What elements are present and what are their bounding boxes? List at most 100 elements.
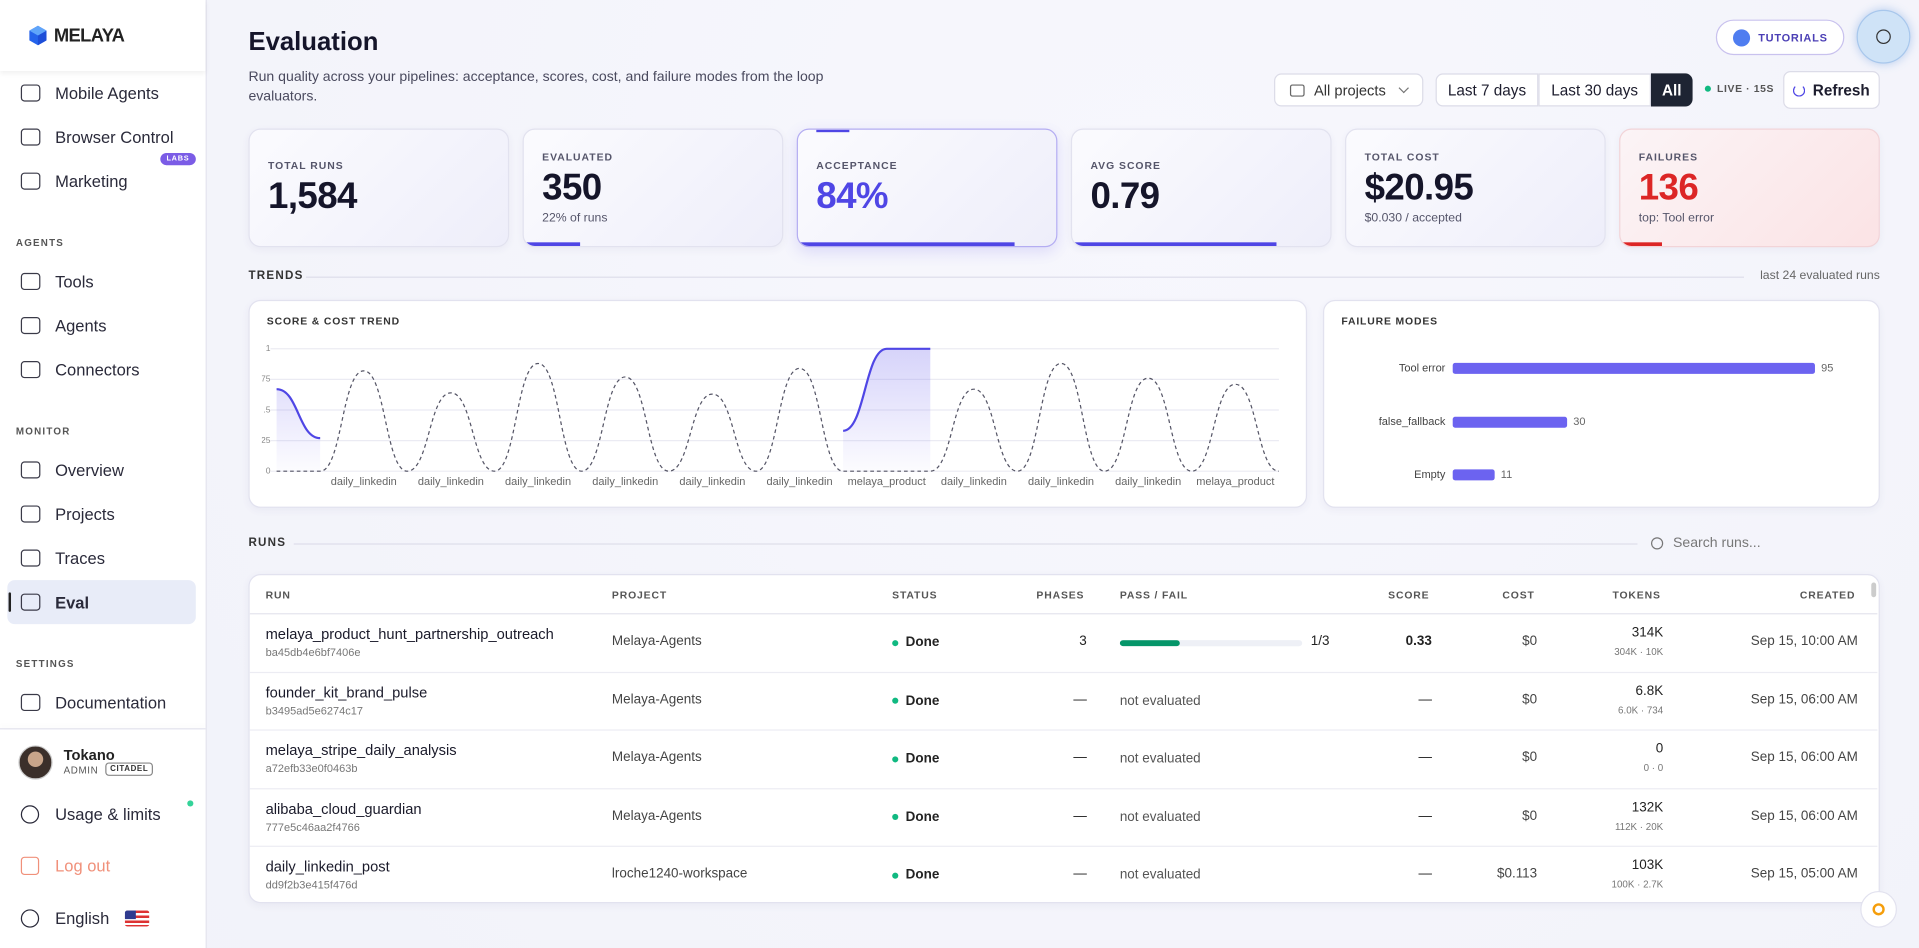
run-status: Done: [892, 810, 939, 825]
sun-icon: [1872, 903, 1885, 916]
kpi-sub: 22% of runs: [542, 211, 608, 226]
nav-item[interactable]: Tools: [0, 259, 196, 303]
debug-button[interactable]: [1856, 9, 1911, 64]
run-tokens-split: 304K · 10K: [1614, 646, 1664, 658]
logo: [29, 25, 47, 46]
page-title: Evaluation: [248, 28, 379, 57]
range-button[interactable]: All: [1650, 73, 1693, 107]
brand-name: MELAYA: [53, 25, 125, 46]
footer-item[interactable]: Usage & limits: [20, 805, 161, 824]
kpi-card: EVALUATED 350 22% of runs: [522, 128, 784, 248]
run-id: b3495ad5e6274c17: [265, 704, 363, 717]
run-tokens-split: 6.0K · 734: [1618, 704, 1664, 716]
footer-item[interactable]: English: [20, 909, 150, 928]
run-row[interactable]: melaya_stripe_daily_analysis a72efb33e0f0…: [249, 729, 1878, 789]
nav-item[interactable]: Mobile Agents: [0, 71, 196, 115]
project-filter-label: All projects: [1313, 81, 1386, 99]
nav-item[interactable]: Browser Control: [0, 115, 196, 159]
run-project: Melaya-Agents: [611, 750, 702, 766]
run-status: Done: [892, 752, 939, 766]
kpi-card: TOTAL COST $20.95 $0.030 / accepted: [1345, 128, 1606, 248]
run-created: Sep 15, 05:00 AM: [1750, 866, 1858, 882]
kpi-value: 1,584: [268, 175, 357, 217]
footer-icon: [20, 856, 40, 876]
search-input[interactable]: Search runs...: [1646, 534, 1879, 554]
status-dot: [892, 697, 899, 704]
refresh-button[interactable]: Refresh: [1783, 70, 1880, 109]
run-row[interactable]: daily_linkedin_post dd9f2b3e415f476d lroch…: [249, 846, 1878, 902]
nav-icon: [20, 593, 41, 611]
nav-item[interactable]: Eval: [7, 580, 196, 625]
nav-item[interactable]: Connectors: [0, 348, 196, 392]
column-header: PROJECT: [611, 588, 668, 601]
footer-item[interactable]: Log out: [20, 856, 110, 876]
column-header: TOKENS: [1612, 588, 1661, 601]
refresh-label: Refresh: [1812, 81, 1870, 99]
nav-item[interactable]: Documentation: [0, 680, 196, 724]
page-subtitle: Run quality across your pipelines: accep…: [248, 69, 824, 105]
run-cost: $0.113: [1496, 866, 1538, 882]
nav-label: Browser Control: [55, 127, 174, 147]
nav-item[interactable]: Agents: [0, 304, 196, 348]
help-icon: [1732, 28, 1750, 46]
section-title: SETTINGS: [15, 658, 75, 670]
run-name: alibaba_cloud_guardian: [265, 800, 422, 818]
nav-item[interactable]: Traces: [0, 536, 196, 580]
project-filter[interactable]: All projects: [1274, 73, 1424, 107]
user-badge: CITADEL: [105, 762, 154, 776]
range-button[interactable]: Last 7 days: [1435, 73, 1539, 107]
column-header: SCORE: [1388, 588, 1430, 601]
live-dot: [1704, 85, 1711, 92]
run-phases: 3: [1079, 633, 1087, 649]
range-button[interactable]: Last 30 days: [1538, 73, 1651, 107]
kpi-value: 350: [542, 167, 602, 209]
pass-fail: 1/3: [1310, 633, 1330, 649]
debug-icon: [1876, 29, 1891, 45]
kpi-value: 84%: [816, 175, 888, 217]
run-phases: —: [1073, 750, 1087, 766]
nav-item[interactable]: Overview: [0, 448, 196, 492]
refresh-icon: [1793, 83, 1806, 97]
nav-icon: [20, 549, 41, 567]
kpi-value: 0.79: [1090, 175, 1160, 217]
status-dot: [187, 800, 194, 807]
kpi-tab: [816, 129, 850, 133]
tutorials-button[interactable]: TUTORIALS: [1715, 19, 1845, 56]
theme-toggle[interactable]: [1860, 890, 1897, 928]
avatar: [18, 745, 53, 780]
run-created: Sep 15, 10:00 AM: [1750, 633, 1858, 649]
user-name: Tokano: [63, 746, 115, 764]
footer-icon: [20, 805, 40, 824]
run-cost: $0: [1522, 633, 1538, 649]
nav-label: Traces: [55, 548, 105, 568]
kpi-sub: top: Tool error: [1638, 211, 1715, 226]
kpi-label: AVG SCORE: [1090, 158, 1161, 171]
flag: [125, 910, 150, 927]
nav-icon: [20, 84, 41, 102]
run-score: 0.33: [1405, 633, 1432, 649]
pass-fail: not evaluated: [1119, 751, 1201, 767]
user-role: ADMIN: [63, 764, 99, 776]
column-header: PHASES: [1036, 588, 1085, 601]
nav-label: Projects: [55, 504, 115, 524]
run-tokens: 314K: [1631, 625, 1664, 641]
rule: [293, 543, 1638, 545]
run-status: Done: [892, 693, 939, 708]
kpi-card: AVG SCORE 0.79: [1070, 128, 1332, 248]
run-project: Melaya-Agents: [611, 808, 702, 824]
sidebar: MELAYA Mobile Agents Browser Control Marke…: [0, 0, 207, 948]
kpi-label: TOTAL COST: [1364, 150, 1440, 163]
nav-item[interactable]: Projects: [0, 492, 196, 536]
section-title: AGENTS: [15, 237, 65, 249]
run-row[interactable]: alibaba_cloud_guardian 777e5c46aa2f4766 Me…: [249, 787, 1878, 847]
run-row[interactable]: melaya_product_hunt_partnership_outreach…: [249, 613, 1878, 672]
run-row[interactable]: founder_kit_brand_pulse b3495ad5e6274c17 M…: [249, 671, 1878, 730]
nav-icon: [20, 316, 41, 335]
pass-fail: not evaluated: [1119, 868, 1201, 883]
nav-item[interactable]: Marketing: [0, 159, 196, 203]
footer-label: Usage & limits: [55, 805, 161, 824]
run-status: Done: [892, 868, 939, 883]
brand: MELAYA: [0, 0, 206, 71]
nav-icon: [20, 128, 41, 146]
